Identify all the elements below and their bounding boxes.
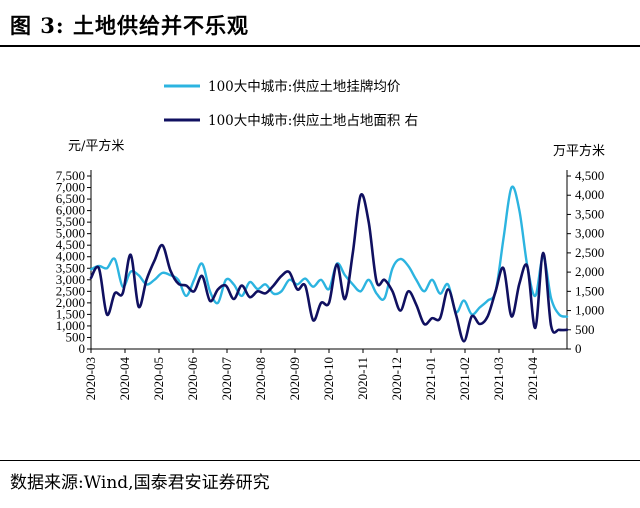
left-tick-label: 500 [66,329,86,344]
right-tick-label: 2,500 [575,245,604,260]
legend-label-land-area: 100大中城市:供应土地占地面积 右 [208,112,418,129]
series-line-land-price [89,185,569,318]
right-tick-label: 3,500 [575,206,604,221]
left-tick-label: 5,500 [56,214,85,229]
left-tick-label: 4,500 [56,237,85,252]
right-tick-label: 4,000 [575,187,604,202]
left-tick-label: 6,000 [56,203,85,218]
left-tick-label: 7,500 [56,168,85,183]
right-tick-label: 1,500 [575,283,604,298]
source-note: 数据来源:Wind,国泰君安证券研究 [10,473,270,493]
left-tick-label: 7,000 [56,180,85,195]
right-tick-label: 3,000 [575,226,604,241]
footer-divider [0,460,640,461]
figure-title: 图 3: 土地供给并不乐观 [10,13,249,38]
left-tick-label: 3,000 [56,272,85,287]
x-tick-label: 2020-11 [355,357,370,400]
right-tick-label: 500 [575,322,595,337]
x-tick-label: 2020-12 [389,357,404,400]
x-tick-label: 2021-02 [457,357,472,400]
left-tick-label: 6,500 [56,191,85,206]
x-tick-label: 2020-08 [253,357,268,400]
x-tick-label: 2020-06 [185,357,200,401]
left-tick-label: 2,000 [56,295,85,310]
x-tick-label: 2021-03 [491,357,506,400]
left-tick-label: 3,500 [56,260,85,275]
left-tick-label: 2,500 [56,283,85,298]
x-tick-label: 2020-09 [287,357,302,400]
series-line-land-area [89,193,569,343]
left-tick-label: 4,000 [56,249,85,264]
right-tick-label: 2,000 [575,264,604,279]
right-tick-label: 0 [575,341,582,356]
x-tick-label: 2020-05 [151,357,166,400]
right-tick-label: 1,000 [575,303,604,318]
x-tick-label: 2020-10 [321,357,336,400]
x-tick-label: 2021-04 [525,357,540,401]
chart-series [89,185,569,343]
x-tick-label: 2020-03 [83,357,98,400]
right-tick-label: 4,500 [575,168,604,183]
x-tick-label: 2020-04 [117,357,132,401]
left-tick-label: 0 [79,341,86,356]
chart-axes: 05001,0001,5002,0002,5003,0003,5004,0004… [56,138,605,400]
left-tick-label: 1,000 [56,318,85,333]
left-tick-label: 5,000 [56,226,85,241]
x-tick-label: 2021-01 [423,357,438,400]
chart-legend: 100大中城市:供应土地挂牌均价 100大中城市:供应土地占地面积 右 [164,78,418,129]
x-tick-label: 2020-07 [219,357,234,401]
right-axis-unit: 万平方米 [553,143,605,159]
legend-label-land-price: 100大中城市:供应土地挂牌均价 [208,78,401,95]
left-axis-unit: 元/平方米 [68,138,124,154]
left-tick-label: 1,500 [56,306,85,321]
title-divider [0,45,640,47]
